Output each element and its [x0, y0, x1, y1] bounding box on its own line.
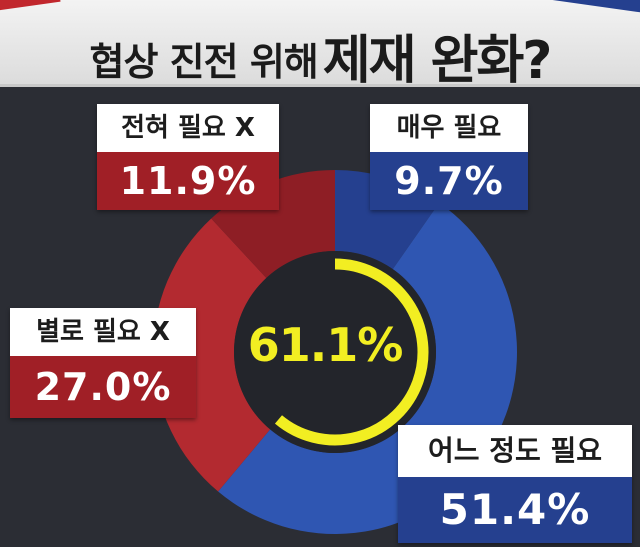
legend-name-not-really-needed: 별로 필요 X	[10, 308, 196, 356]
label-not-really-needed: 별로 필요 X 27.0%	[10, 308, 196, 418]
label-very-needed: 매우 필요 9.7%	[370, 104, 528, 210]
data-label-not-really-needed: 27.0%	[10, 356, 196, 418]
slice-2	[153, 218, 271, 492]
legend-name-very-needed: 매우 필요	[370, 104, 528, 152]
title-part-2: 제재 완화?	[322, 31, 553, 87]
label-not-needed-at-all: 전혀 필요 X 11.9%	[97, 104, 279, 210]
title-banner: 협상 진전 위해 제재 완화?	[0, 0, 640, 87]
data-label-somewhat-needed: 51.4%	[398, 477, 632, 543]
donut-hole	[234, 251, 436, 453]
data-label-very-needed: 9.7%	[370, 152, 528, 210]
legend-name-not-needed-at-all: 전혀 필요 X	[97, 104, 279, 152]
legend-name-somewhat-needed: 어느 정도 필요	[398, 425, 632, 477]
highlight-arc	[274, 258, 429, 446]
data-label-not-needed-at-all: 11.9%	[97, 152, 279, 210]
label-somewhat-needed: 어느 정도 필요 51.4%	[398, 425, 632, 543]
title-part-1: 협상 진전 위해	[89, 40, 319, 84]
center-value-label: 61.1%	[247, 318, 404, 372]
chart-title: 협상 진전 위해 제재 완화?	[0, 18, 640, 87]
